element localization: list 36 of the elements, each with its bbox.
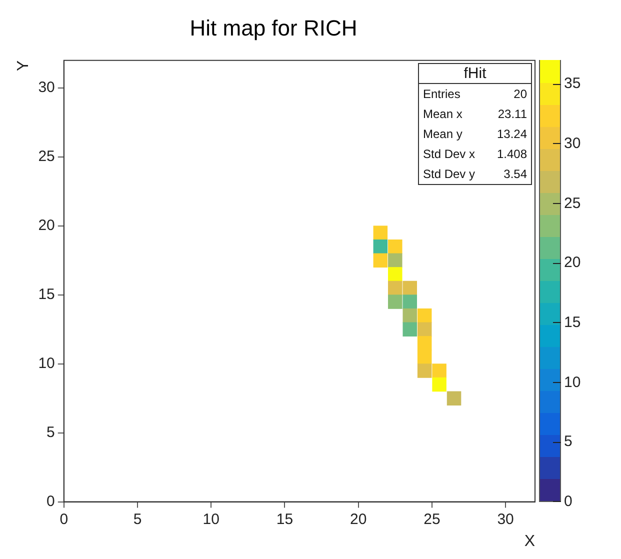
annotation: 1.408 [496,147,527,162]
x-tick-label: 10 [202,510,220,528]
annotation: 3.54 [504,167,527,182]
annotation: 23.11 [498,107,527,122]
color-bar-label: 20 [564,254,581,272]
x-tick-label: 5 [133,510,142,528]
color-bar-label: 5 [564,433,572,452]
color-bar-label: 30 [564,134,581,153]
annotation: 20 [514,87,527,102]
y-tick-label: 5 [46,424,55,441]
annotation: 13.24 [496,127,527,142]
x-tick-label: 30 [497,510,514,528]
y-axis-title: Y [15,60,32,72]
x-tick-label: 20 [350,510,367,528]
color-bar-label: 15 [564,314,581,332]
x-axis-title: X [524,532,536,550]
annotation: Std Dev y [423,167,476,182]
y-tick-label: 20 [38,217,55,234]
x-tick-label: 25 [424,510,440,528]
y-tick-label: 10 [38,355,55,372]
y-tick-label: 25 [38,148,55,166]
y-tick-label: 15 [38,286,55,304]
annotation: Mean y [423,127,462,142]
annotation: Entries [423,87,460,102]
annotation: fHit [419,64,531,84]
annotation: Mean x [423,107,462,122]
color-bar-label: 10 [564,374,581,392]
y-tick-label: 0 [46,492,55,510]
x-tick-label: 15 [276,510,294,528]
color-bar-label: 25 [564,194,581,213]
x-tick-label: 0 [60,510,68,528]
y-tick-label: 30 [38,79,55,96]
annotation: Std Dev x [423,147,476,162]
color-bar-label: 0 [564,492,572,511]
color-bar-label: 35 [564,75,581,94]
chart-title: Hit map for RICH [190,15,358,40]
